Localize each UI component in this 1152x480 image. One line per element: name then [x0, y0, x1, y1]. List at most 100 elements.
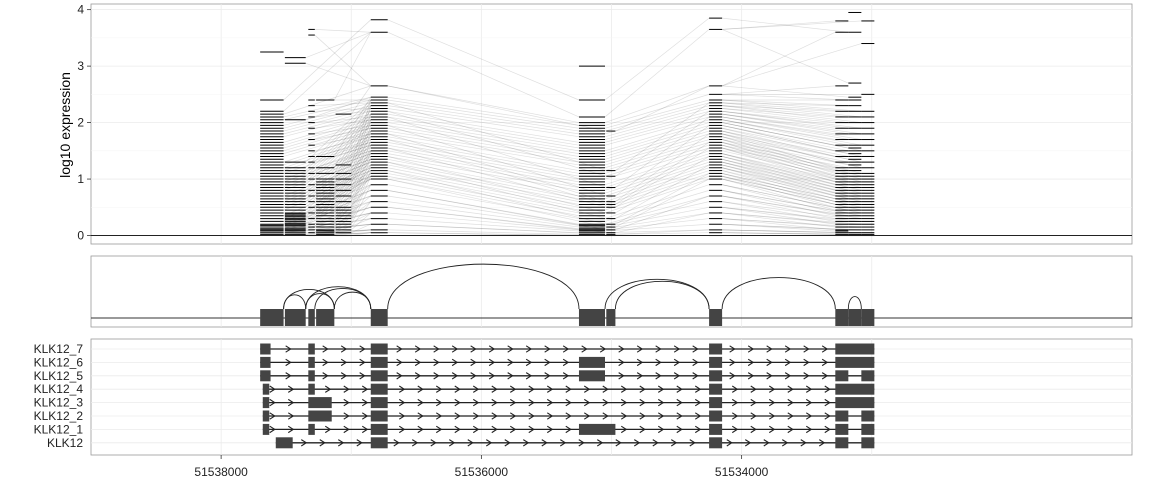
expression-connection	[722, 133, 836, 169]
direction-arrow	[491, 398, 498, 407]
direction-arrow	[565, 412, 572, 420]
expression-connection	[721, 31, 836, 87]
expression-connection	[283, 119, 371, 146]
expression-connection	[334, 176, 372, 222]
expression-connection	[387, 173, 580, 211]
expression-connection	[350, 139, 372, 202]
expression-connection	[722, 190, 836, 217]
direction-arrow	[285, 345, 292, 353]
transcript-exon	[308, 410, 332, 422]
expression-connection	[604, 144, 710, 177]
expression-connection	[604, 113, 710, 143]
transcript-exon	[709, 370, 723, 382]
transcript-exon	[262, 383, 270, 395]
direction-arrow	[805, 412, 813, 420]
direction-arrow	[763, 439, 770, 447]
direction-arrow	[454, 425, 461, 434]
direction-arrow	[602, 398, 609, 407]
expression-connection	[314, 29, 371, 33]
expression-connection	[722, 223, 849, 231]
expression-connection	[722, 102, 862, 118]
expression-connection	[387, 133, 580, 166]
expression-connection	[722, 184, 836, 214]
expression-connection	[314, 150, 371, 169]
direction-arrow	[488, 345, 496, 353]
expression-connection	[615, 111, 710, 177]
expression-connection	[387, 164, 580, 202]
expression-connection	[615, 85, 710, 132]
expression-connection	[387, 113, 580, 146]
direction-arrow	[528, 398, 535, 407]
expression-connection	[604, 190, 710, 222]
direction-arrow	[787, 412, 794, 420]
expression-connection	[722, 147, 836, 183]
junction-arc	[387, 263, 580, 310]
direction-arrow	[340, 345, 348, 353]
expression-connection	[722, 150, 849, 180]
direction-arrow	[744, 439, 752, 447]
direction-arrow	[417, 385, 424, 393]
expression-connection	[604, 139, 710, 171]
direction-arrow	[417, 412, 424, 420]
direction-arrow	[787, 425, 794, 434]
direction-arrow	[766, 358, 773, 367]
expression-connection	[387, 184, 580, 219]
direction-arrow	[396, 372, 403, 380]
expression-connection	[604, 150, 710, 186]
expression-connection	[283, 96, 371, 118]
transcript-exon	[709, 343, 723, 355]
direction-arrow	[750, 425, 757, 434]
direction-arrow	[504, 439, 511, 447]
expression-connection	[722, 119, 849, 146]
expression-connection	[722, 175, 849, 205]
direction-arrow	[583, 385, 591, 393]
expression-connection	[334, 128, 372, 191]
exon-block	[606, 309, 616, 326]
expression-connection	[615, 178, 710, 228]
transcript-exon	[861, 437, 875, 449]
expression-connection	[387, 85, 607, 132]
direction-arrow	[417, 425, 424, 434]
direction-arrow	[340, 372, 348, 380]
expression-connection	[722, 139, 836, 174]
expression-connection	[722, 130, 849, 157]
direction-arrow	[676, 412, 683, 420]
direction-arrow	[821, 372, 829, 380]
direction-arrow	[821, 345, 829, 353]
direction-arrow	[300, 439, 308, 447]
expression-connection	[314, 34, 372, 87]
expression-connection	[722, 122, 836, 146]
expression-connection	[334, 108, 372, 180]
direction-arrow	[602, 385, 609, 393]
direction-arrow	[398, 385, 406, 393]
expression-connection	[387, 147, 607, 208]
expression-connection	[722, 105, 836, 112]
expression-connection	[387, 158, 580, 197]
expression-connection	[615, 142, 710, 205]
y-tick-label: 4	[77, 3, 84, 17]
expression-connection	[387, 201, 580, 228]
expression-connection	[387, 139, 607, 205]
direction-arrow	[393, 439, 400, 447]
direction-arrow	[824, 385, 831, 393]
expression-connection	[722, 173, 849, 202]
expression-connection	[283, 229, 371, 235]
expression-connection	[604, 232, 710, 235]
expression-connection	[722, 110, 862, 129]
direction-arrow	[731, 398, 739, 407]
expression-connection	[722, 232, 836, 235]
direction-arrow	[507, 345, 514, 353]
expression-connection	[314, 116, 371, 123]
direction-arrow	[670, 439, 678, 447]
transcript-exon	[578, 423, 616, 435]
expression-connection	[604, 156, 710, 191]
direction-arrow	[655, 345, 662, 353]
direction-arrow	[414, 358, 422, 367]
direction-arrow	[639, 412, 646, 420]
expression-connection	[722, 127, 836, 157]
direction-arrow	[824, 412, 831, 420]
expression-connection	[387, 133, 607, 202]
expression-connection	[604, 212, 710, 230]
expression-connection	[615, 164, 710, 219]
expression-connection	[722, 116, 836, 135]
